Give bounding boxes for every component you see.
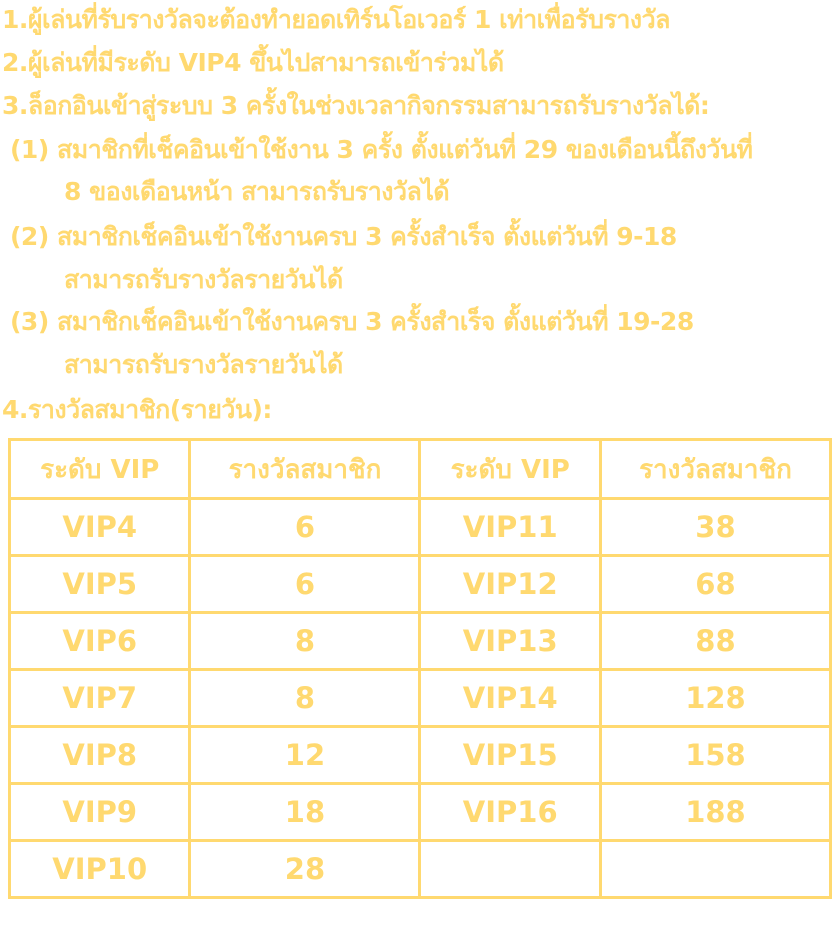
reward-cell: 158: [598, 725, 833, 785]
vip-level-cell: VIP5: [7, 554, 192, 614]
reward-cell: 6: [188, 497, 422, 557]
vip-level-cell: VIP13: [418, 611, 602, 671]
vip-level-cell: VIP10: [7, 839, 192, 899]
reward-cell: 28: [188, 839, 422, 899]
table-row: VIP9 18 VIP16 188: [7, 782, 833, 842]
vip-level-cell: VIP15: [418, 725, 602, 785]
vip-level-cell: VIP14: [418, 668, 602, 728]
rule-3: 3.ล็อกอินเข้าสู่ระบบ 3 ครั้งในช่วงเวลากิ…: [2, 91, 710, 120]
vip-level-cell: [418, 839, 602, 899]
rule-3-sub-3-cont: สามารถรับรางวัลรายวันได้: [64, 350, 343, 379]
header-vip-level: ระดับ VIP: [7, 438, 192, 500]
reward-cell: 8: [188, 668, 422, 728]
reward-cell: [598, 839, 833, 899]
reward-cell: 12: [188, 725, 422, 785]
vip-level-cell: VIP4: [7, 497, 192, 557]
table-row: VIP4 6 VIP11 38: [7, 497, 833, 557]
rule-3-sub-2-cont: สามารถรับรางวัลรายวันได้: [64, 265, 343, 294]
rule-3-sub-1: (1) สมาชิกที่เช็คอินเข้าใช้งาน 3 ครั้ง ต…: [10, 135, 753, 164]
table-row: VIP10 28: [7, 839, 833, 899]
header-reward: รางวัลสมาชิก: [188, 438, 422, 500]
table-header-row: ระดับ VIP รางวัลสมาชิก ระดับ VIP รางวัลส…: [7, 438, 833, 500]
vip-level-cell: VIP8: [7, 725, 192, 785]
reward-cell: 188: [598, 782, 833, 842]
vip-level-cell: VIP16: [418, 782, 602, 842]
reward-cell: 18: [188, 782, 422, 842]
header-vip-level: ระดับ VIP: [418, 438, 602, 500]
reward-cell: 128: [598, 668, 833, 728]
vip-level-cell: VIP7: [7, 668, 192, 728]
rule-2: 2.ผู้เล่นที่มีระดับ VIP4 ขึ้นไปสามารถเข้…: [2, 48, 504, 77]
reward-cell: 38: [598, 497, 833, 557]
vip-level-cell: VIP12: [418, 554, 602, 614]
rule-3-sub-1-cont: 8 ของเดือนหน้า สามารถรับรางวัลได้: [64, 177, 450, 206]
reward-cell: 6: [188, 554, 422, 614]
vip-level-cell: VIP11: [418, 497, 602, 557]
reward-cell: 8: [188, 611, 422, 671]
rule-1: 1.ผู้เล่นที่รับรางวัลจะต้องทำยอดเทิร์นโอ…: [2, 5, 671, 34]
rule-3-sub-3: (3) สมาชิกเช็คอินเข้าใช้งานครบ 3 ครั้งสำ…: [10, 307, 694, 336]
rule-4: 4.รางวัลสมาชิก(รายวัน):: [2, 395, 272, 424]
table-row: VIP5 6 VIP12 68: [7, 554, 833, 614]
reward-cell: 68: [598, 554, 833, 614]
table-row: VIP6 8 VIP13 88: [7, 611, 833, 671]
vip-level-cell: VIP9: [7, 782, 192, 842]
reward-table: ระดับ VIP รางวัลสมาชิก ระดับ VIP รางวัลส…: [7, 438, 833, 899]
table-row: VIP7 8 VIP14 128: [7, 668, 833, 728]
rule-3-sub-2: (2) สมาชิกเช็คอินเข้าใช้งานครบ 3 ครั้งสำ…: [10, 222, 677, 251]
table-row: VIP8 12 VIP15 158: [7, 725, 833, 785]
reward-cell: 88: [598, 611, 833, 671]
vip-level-cell: VIP6: [7, 611, 192, 671]
header-reward: รางวัลสมาชิก: [598, 438, 833, 500]
